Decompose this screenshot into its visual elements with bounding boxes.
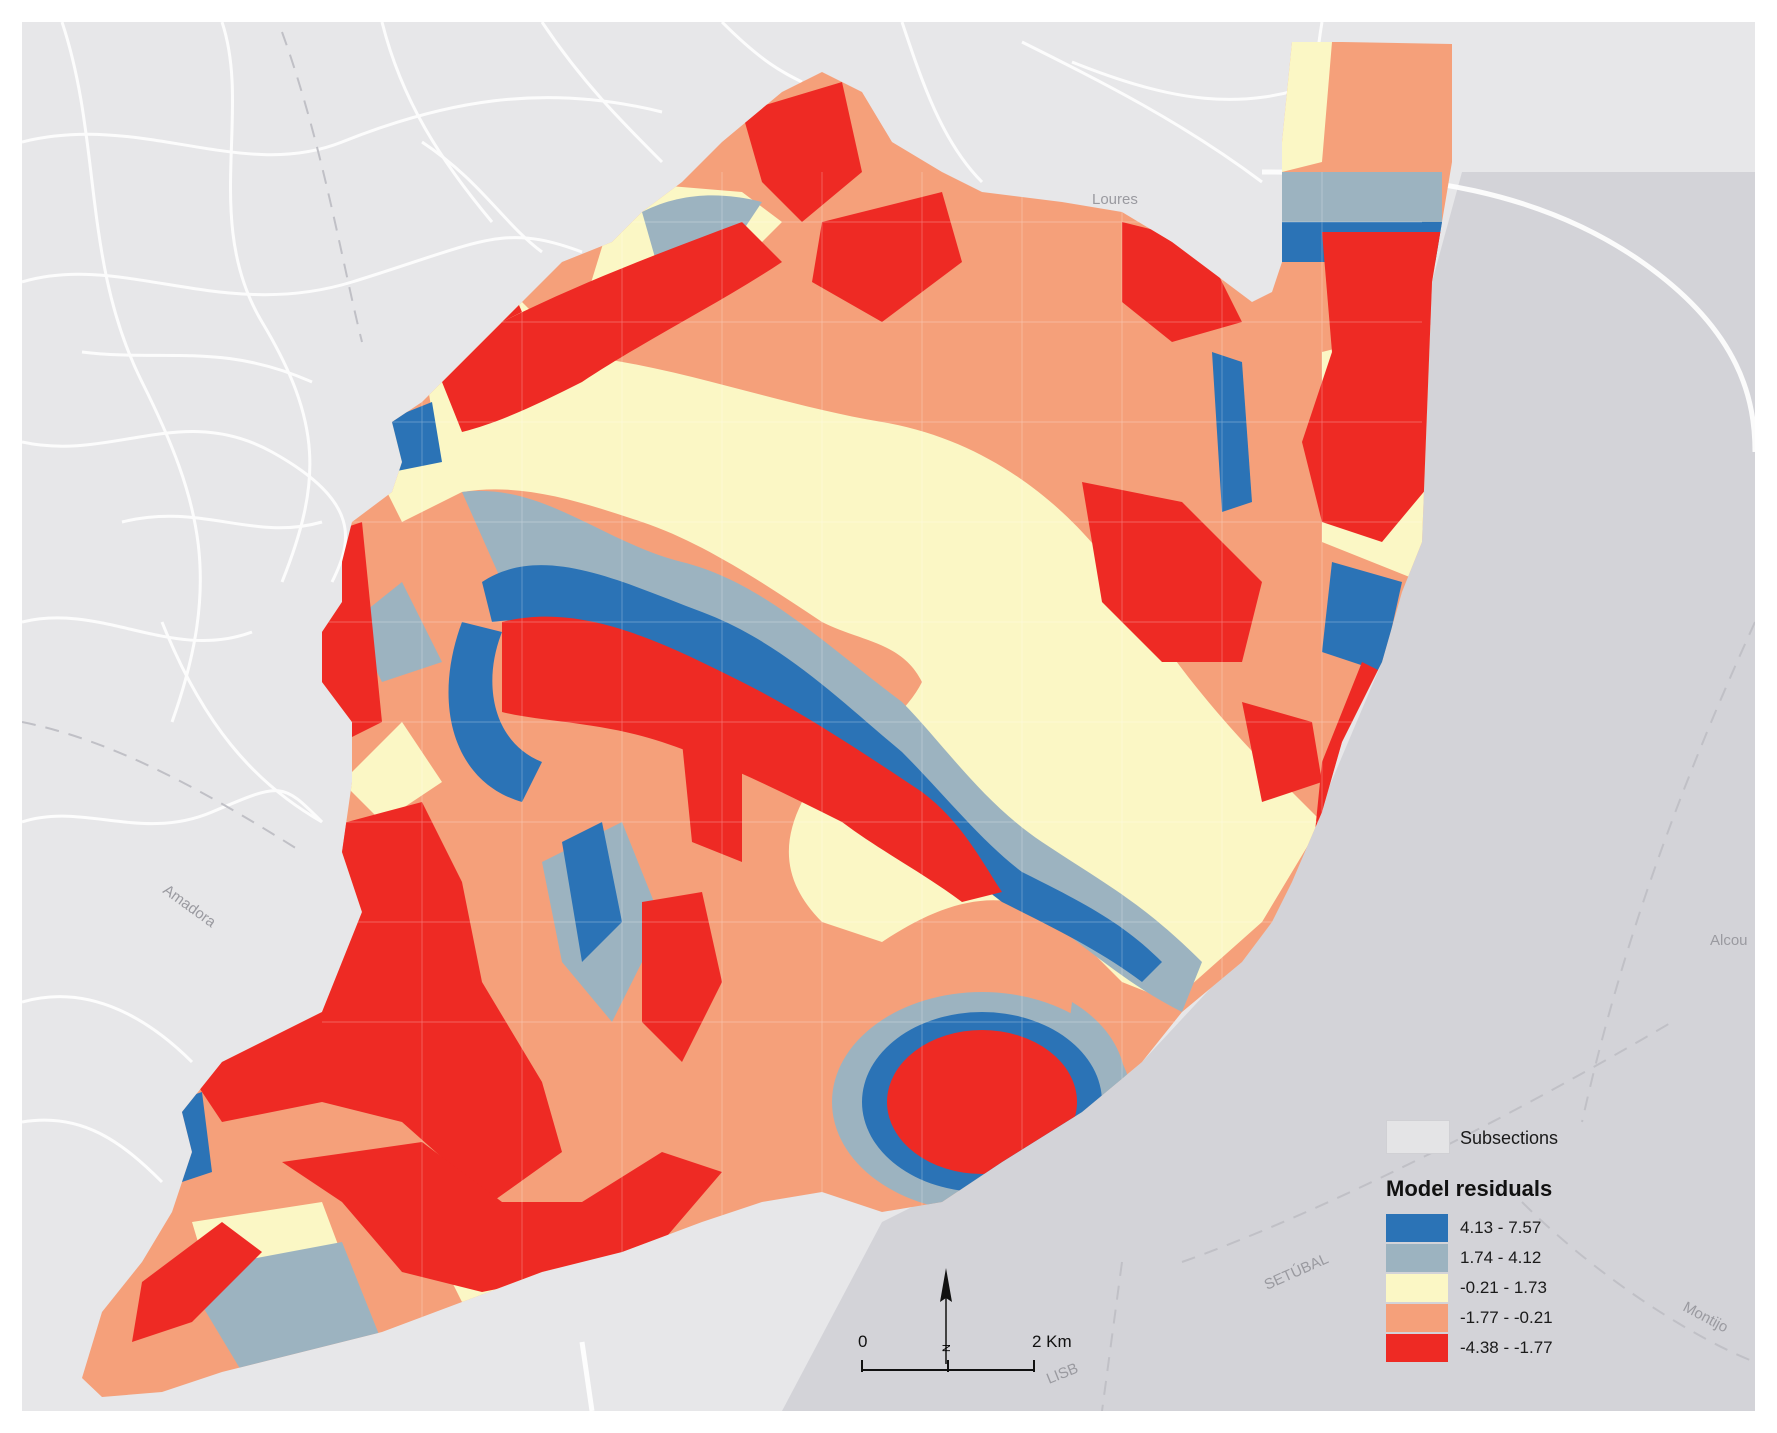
legend-item: -1.77 - -0.21 (1386, 1304, 1606, 1334)
legend-item: 4.13 - 7.57 (1386, 1214, 1606, 1244)
place-label-loures: Loures (1092, 191, 1138, 208)
subsections-label: Subsections (1460, 1128, 1559, 1148)
legend-item: -0.21 - 1.73 (1386, 1274, 1606, 1304)
legend-swatch (1386, 1334, 1448, 1362)
legend-swatch (1386, 1274, 1448, 1302)
legend-label: -1.77 - -0.21 (1460, 1308, 1553, 1327)
legend-swatch (1386, 1304, 1448, 1332)
subsections-swatch (1386, 1120, 1450, 1154)
dashed-boundaries (22, 31, 1755, 1411)
legend-label: 1.74 - 4.12 (1460, 1248, 1542, 1267)
map-canvas[interactable]: Loures Amadora SETÚBAL Alcou Montijo LIS… (22, 22, 1755, 1411)
legend-title: Model residuals (1386, 1176, 1553, 1201)
legend-swatch (1386, 1244, 1448, 1272)
map-frame[interactable]: Loures Amadora SETÚBAL Alcou Montijo LIS… (22, 22, 1755, 1411)
legend-label: 4.13 - 7.57 (1460, 1218, 1542, 1237)
legend-item: 1.74 - 4.12 (1386, 1244, 1606, 1274)
legend-label: -0.21 - 1.73 (1460, 1278, 1547, 1297)
water-body (782, 172, 1755, 1411)
north-arrow-icon: N (940, 1268, 953, 1364)
legend-item: -4.38 - -1.77 (1386, 1334, 1606, 1364)
legend: Subsections Model residuals 4.13 - 7.57 … (1386, 1120, 1586, 1380)
legend-label: -4.38 - -1.77 (1460, 1338, 1553, 1357)
scale-bar-line (861, 1360, 1035, 1372)
road-network (22, 22, 1755, 1411)
north-label: N (941, 1344, 953, 1352)
scale-end-label: 2 Km (1032, 1332, 1072, 1351)
scale-start-label: 0 (858, 1332, 868, 1351)
place-label-alcou: Alcou (1710, 932, 1748, 949)
place-label-amadora: Amadora (160, 881, 220, 931)
legend-swatch (1386, 1214, 1448, 1242)
scale-bar: 0 2 Km (840, 1280, 1080, 1390)
